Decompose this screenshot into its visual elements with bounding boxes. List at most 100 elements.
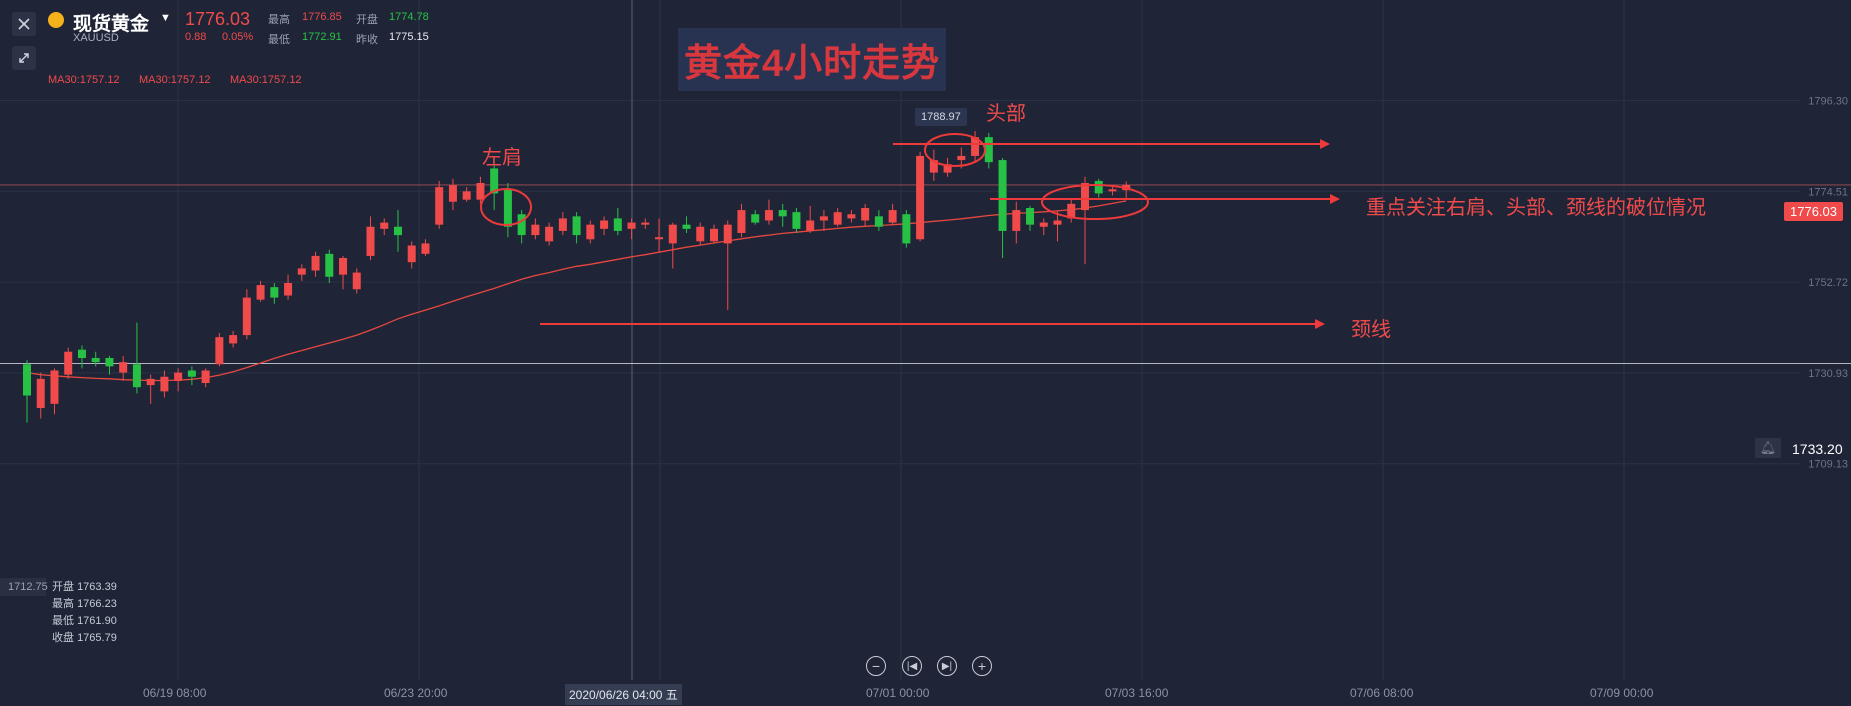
left-shoulder-label: 左肩 bbox=[482, 147, 522, 169]
candle bbox=[668, 222, 677, 269]
candle-body bbox=[929, 160, 938, 173]
candle bbox=[819, 210, 828, 231]
candle bbox=[23, 360, 31, 423]
expand-icon[interactable] bbox=[12, 46, 36, 70]
candle-body bbox=[503, 189, 512, 227]
candle bbox=[874, 210, 883, 231]
ma-label-2: MA30:1757.12 bbox=[139, 74, 211, 86]
candle bbox=[971, 131, 980, 163]
candle-body bbox=[1053, 220, 1062, 225]
left-shoulder-circle bbox=[480, 188, 532, 226]
y-tick-label: 1730.93 bbox=[1808, 368, 1848, 380]
candle-body bbox=[1067, 203, 1076, 219]
scroll-start-button[interactable]: |◀ bbox=[902, 656, 922, 676]
candle bbox=[710, 224, 718, 244]
candle-body bbox=[696, 226, 705, 242]
candle bbox=[119, 355, 128, 381]
candle-body bbox=[132, 364, 141, 388]
candle bbox=[600, 216, 609, 236]
candle bbox=[50, 368, 59, 415]
candle bbox=[215, 333, 224, 367]
current-price: 1776.03 bbox=[185, 9, 251, 29]
candle bbox=[393, 210, 402, 252]
candle bbox=[297, 264, 306, 281]
candle-body bbox=[1080, 183, 1089, 211]
candle-body bbox=[723, 224, 732, 244]
instrument-name[interactable]: 现货黄金 bbox=[73, 14, 150, 35]
candle bbox=[1026, 205, 1035, 231]
candle-body bbox=[764, 210, 773, 221]
candle-body bbox=[710, 228, 718, 242]
candle-body bbox=[847, 214, 856, 219]
candle-body bbox=[902, 214, 911, 244]
candle-body bbox=[242, 297, 251, 336]
close-icon[interactable] bbox=[12, 12, 36, 36]
candle-body bbox=[311, 255, 320, 271]
chevron-down-icon[interactable]: ▼ bbox=[160, 12, 171, 24]
candle-body bbox=[393, 226, 402, 236]
high-label: 最高 bbox=[268, 14, 290, 26]
zoom-out-button[interactable]: − bbox=[866, 656, 886, 676]
candle bbox=[325, 249, 334, 284]
candle bbox=[943, 158, 952, 177]
candle bbox=[242, 289, 251, 340]
scroll-end-button[interactable]: ▶| bbox=[937, 656, 957, 676]
candle-body bbox=[682, 224, 691, 229]
candle-body bbox=[284, 283, 293, 296]
candle bbox=[1080, 176, 1089, 265]
candle-body bbox=[874, 216, 883, 227]
candle bbox=[490, 164, 499, 211]
candle-body bbox=[119, 362, 128, 373]
focus-note: 重点关注右肩、头部、颈线的破位情况 bbox=[1366, 197, 1706, 219]
candle-body bbox=[558, 218, 567, 231]
candle bbox=[558, 212, 567, 236]
candle bbox=[916, 151, 925, 242]
crosshair-price-tag: 1733.20 bbox=[1792, 441, 1843, 457]
neckline-label: 颈线 bbox=[1351, 319, 1391, 341]
candle-body bbox=[256, 285, 265, 300]
candle bbox=[737, 203, 746, 238]
candle bbox=[146, 374, 155, 404]
candle-body bbox=[545, 226, 554, 242]
prev-close-label: 昨收 bbox=[356, 34, 378, 46]
x-tick-label: 06/19 08:00 bbox=[143, 686, 207, 700]
candle bbox=[696, 222, 705, 246]
x-tick-label: 06/23 20:00 bbox=[384, 686, 448, 700]
focus-arrow-head bbox=[1330, 194, 1340, 204]
candle bbox=[572, 212, 581, 244]
neckline-arrow bbox=[540, 319, 1325, 329]
crosshair-left-tag-bg bbox=[0, 578, 46, 596]
candle-body bbox=[833, 212, 842, 225]
candle bbox=[435, 180, 444, 229]
candle-body bbox=[435, 187, 444, 225]
candle-body bbox=[1039, 222, 1048, 227]
candle-body bbox=[229, 335, 238, 344]
candle bbox=[1067, 199, 1076, 223]
bell-icon[interactable]: 🔔︎ bbox=[1755, 438, 1781, 458]
zoom-in-button[interactable]: + bbox=[972, 656, 992, 676]
y-tick-label: 1709.13 bbox=[1808, 459, 1848, 471]
candle-body bbox=[23, 364, 31, 396]
candle bbox=[366, 216, 375, 261]
candle bbox=[627, 218, 636, 240]
candle-body bbox=[916, 155, 925, 240]
candle-body bbox=[627, 222, 636, 229]
head-arrow bbox=[893, 139, 1330, 149]
candle-body bbox=[50, 370, 59, 404]
candle-body bbox=[1108, 189, 1117, 192]
candle-body bbox=[888, 210, 897, 223]
ohlc-panel: 开盘 1763.39 最高 1766.23 最低 1761.90 收盘 1765… bbox=[52, 581, 117, 644]
candle-body bbox=[751, 214, 760, 223]
candle-body bbox=[971, 137, 980, 156]
candle bbox=[641, 218, 650, 229]
candle-body bbox=[352, 272, 361, 290]
candle-body bbox=[792, 212, 801, 229]
candle-body bbox=[64, 351, 73, 375]
candle bbox=[517, 210, 526, 244]
instrument-symbol: XAUUSD bbox=[73, 32, 119, 44]
head-arrow-head bbox=[1320, 139, 1330, 149]
horizontal-lines bbox=[0, 0, 1851, 680]
open-label: 开盘 bbox=[356, 14, 378, 26]
candle bbox=[833, 208, 842, 227]
